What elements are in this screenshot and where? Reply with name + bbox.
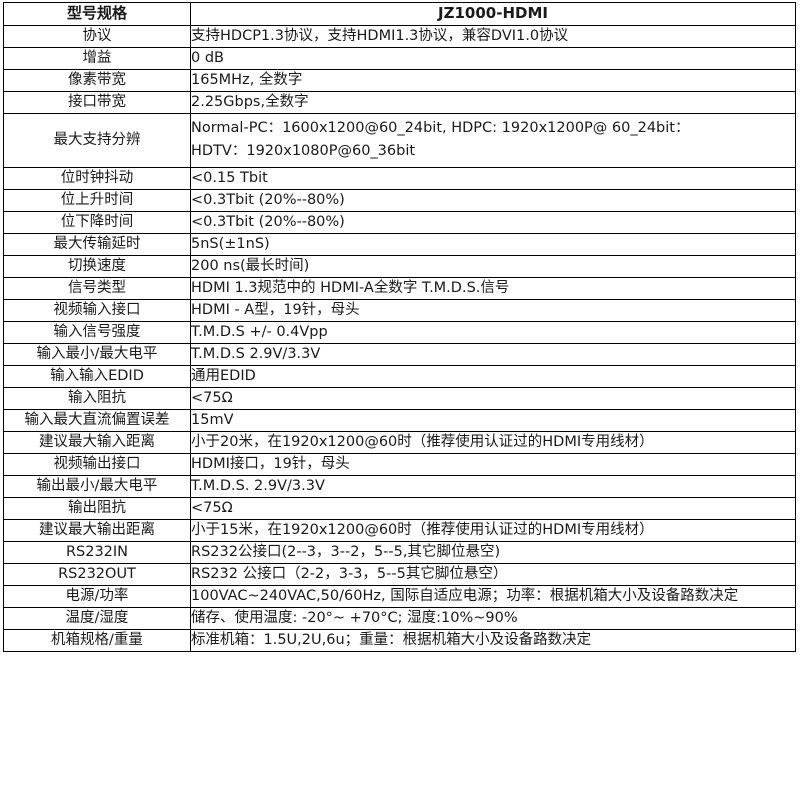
table-row: 建议最大输出距离 小于15米，在1920x1200@60时（推荐使用认证过的HDM… — [3, 519, 796, 543]
row-value-cell: 储存、使用温度: -20°~ +70°C; 湿度:10%~90% — [190, 607, 796, 631]
table-row: 输出阻抗 <75Ω — [3, 497, 796, 521]
row-value-cell: 2.25Gbps,全数字 — [190, 90, 796, 114]
table-row: 温度/湿度 储存、使用温度: -20°~ +70°C; 湿度:10%~90% — [3, 607, 796, 631]
row-label-cell: 切换速度 — [3, 254, 191, 278]
table-row: 视频输出接口 HDMI接口，19针，母头 — [3, 452, 796, 477]
row-value-cell: 通用EDID — [190, 364, 796, 388]
table-row: 输入输入EDID 通用EDID — [3, 364, 796, 388]
header-label-cell: 型号规格 — [3, 2, 191, 26]
table-row: RS232OUT RS232 公接口（2-2，3-3，5--5其它脚位悬空） — [3, 563, 796, 587]
spec-sheet: 型号规格 JZ1000-HDMI 协议 支持HDCP1.3协议，支持HDMI1.3… — [3, 2, 796, 653]
row-label-cell: 最大传输延时 — [3, 232, 191, 256]
row-value-line: HDTV：1920x1080P@60_36bit — [191, 143, 416, 160]
table-row: 增益 0 dB — [3, 46, 796, 70]
row-value-cell: RS232公接口(2--3，3--2，5--5,其它脚位悬空) — [190, 541, 796, 565]
row-value-line: Normal-PC：1600x1200@60_24bit, HDPC: 1920… — [191, 119, 690, 136]
row-label-cell: 建议最大输出距离 — [3, 519, 191, 543]
table-row: 输入最大直流偏置误差 15mV — [3, 408, 796, 432]
row-label-cell: 输入输入EDID — [3, 364, 191, 388]
row-label-cell: 协议 — [3, 24, 191, 48]
table-row: 视频输入接口 HDMI - A型，19针，母头 — [3, 298, 796, 322]
row-label-cell: 输出最小/最大电平 — [3, 474, 191, 499]
row-label-cell: 最大支持分辨 — [3, 112, 191, 168]
row-value-cell: <0.15 Tbit — [190, 166, 796, 190]
row-label-cell: 视频输入接口 — [3, 298, 191, 322]
row-value-cell: 支持HDCP1.3协议，支持HDMI1.3协议，兼容DVI1.0协议 — [190, 24, 796, 48]
table-row: 最大支持分辨 Normal-PC：1600x1200@60_24bit, HDPC… — [3, 112, 796, 168]
row-label-cell: 建议最大输入距离 — [3, 430, 191, 454]
row-label-cell: 输出阻抗 — [3, 497, 191, 521]
row-value-cell: T.M.D.S. 2.9V/3.3V — [190, 474, 796, 499]
row-label-cell: 位时钟抖动 — [3, 166, 191, 190]
table-row: 协议 支持HDCP1.3协议，支持HDMI1.3协议，兼容DVI1.0协议 — [3, 24, 796, 48]
row-value-cell: <0.3Tbit (20%--80%) — [190, 188, 796, 212]
row-label-cell: 视频输出接口 — [3, 452, 191, 477]
row-label-cell: RS232OUT — [3, 563, 191, 587]
table-row: 位时钟抖动 <0.15 Tbit — [3, 166, 796, 190]
table-row: 电源/功率 100VAC~240VAC,50/60Hz, 国际自适应电源；功率：根… — [3, 585, 796, 609]
table-row: 输出最小/最大电平 T.M.D.S. 2.9V/3.3V — [3, 474, 796, 499]
table-row: 建议最大输入距离 小于20米，在1920x1200@60时（推荐使用认证过的HDM… — [3, 430, 796, 454]
row-value-cell: HDMI 1.3规范中的 HDMI-A全数字 T.M.D.S.信号 — [190, 276, 796, 300]
table-header-row: 型号规格 JZ1000-HDMI — [3, 2, 796, 26]
row-label-cell: 输入最小/最大电平 — [3, 342, 191, 366]
row-value-cell: <75Ω — [190, 497, 796, 521]
row-value-cell: <0.3Tbit (20%--80%) — [190, 210, 796, 234]
row-value-cell: RS232 公接口（2-2，3-3，5--5其它脚位悬空） — [190, 563, 796, 587]
table-row: 最大传输延时 5nS(±1nS) — [3, 232, 796, 256]
table-row: RS232IN RS232公接口(2--3，3--2，5--5,其它脚位悬空) — [3, 541, 796, 565]
table-row: 输入阻抗 <75Ω — [3, 386, 796, 410]
row-label-cell: 接口带宽 — [3, 90, 191, 114]
row-label-cell: 位下降时间 — [3, 210, 191, 234]
row-value-cell: HDMI - A型，19针，母头 — [190, 298, 796, 322]
row-label-cell: 温度/湿度 — [3, 607, 191, 631]
table-row: 信号类型 HDMI 1.3规范中的 HDMI-A全数字 T.M.D.S.信号 — [3, 276, 796, 300]
row-value-cell: 100VAC~240VAC,50/60Hz, 国际自适应电源；功率：根据机箱大小… — [190, 585, 796, 609]
row-value-cell: 标准机箱：1.5U,2U,6u；重量：根据机箱大小及设备路数决定 — [190, 629, 796, 653]
table-row: 输入最小/最大电平 T.M.D.S 2.9V/3.3V — [3, 342, 796, 366]
table-row: 输入信号强度 T.M.D.S +/- 0.4Vpp — [3, 320, 796, 344]
row-label-cell: 像素带宽 — [3, 68, 191, 92]
row-value-cell: T.M.D.S 2.9V/3.3V — [190, 342, 796, 366]
row-value-cell: 200 ns(最长时间) — [190, 254, 796, 278]
row-value-cell: 0 dB — [190, 46, 796, 70]
specification-table: 型号规格 JZ1000-HDMI 协议 支持HDCP1.3协议，支持HDMI1.3… — [3, 2, 796, 653]
table-row: 接口带宽 2.25Gbps,全数字 — [3, 90, 796, 114]
row-label-cell: 增益 — [3, 46, 191, 70]
row-value-cell: 小于20米，在1920x1200@60时（推荐使用认证过的HDMI专用线材） — [190, 430, 796, 454]
row-value-cell: T.M.D.S +/- 0.4Vpp — [190, 320, 796, 344]
row-label-cell: 机箱规格/重量 — [3, 629, 191, 653]
row-label-cell: 输入最大直流偏置误差 — [3, 408, 191, 432]
row-label-cell: RS232IN — [3, 541, 191, 565]
row-value-cell: 15mV — [190, 408, 796, 432]
row-value-cell: Normal-PC：1600x1200@60_24bit, HDPC: 1920… — [190, 112, 796, 168]
table-row: 位下降时间 <0.3Tbit (20%--80%) — [3, 210, 796, 234]
row-label-cell: 输入信号强度 — [3, 320, 191, 344]
table-row: 像素带宽 165MHz, 全数字 — [3, 68, 796, 92]
header-value-cell: JZ1000-HDMI — [190, 2, 796, 26]
row-label-cell: 信号类型 — [3, 276, 191, 300]
table-row: 切换速度 200 ns(最长时间) — [3, 254, 796, 278]
row-label-cell: 位上升时间 — [3, 188, 191, 212]
row-value-cell: HDMI接口，19针，母头 — [190, 452, 796, 477]
table-body: 型号规格 JZ1000-HDMI 协议 支持HDCP1.3协议，支持HDMI1.3… — [3, 2, 796, 653]
row-value-cell: 165MHz, 全数字 — [190, 68, 796, 92]
row-label-cell: 电源/功率 — [3, 585, 191, 609]
table-row: 机箱规格/重量 标准机箱：1.5U,2U,6u；重量：根据机箱大小及设备路数决定 — [3, 629, 796, 653]
row-value-cell: <75Ω — [190, 386, 796, 410]
row-value-cell: 小于15米，在1920x1200@60时（推荐使用认证过的HDMI专用线材） — [190, 519, 796, 543]
row-label-cell: 输入阻抗 — [3, 386, 191, 410]
row-value-cell: 5nS(±1nS) — [190, 232, 796, 256]
table-row: 位上升时间 <0.3Tbit (20%--80%) — [3, 188, 796, 212]
